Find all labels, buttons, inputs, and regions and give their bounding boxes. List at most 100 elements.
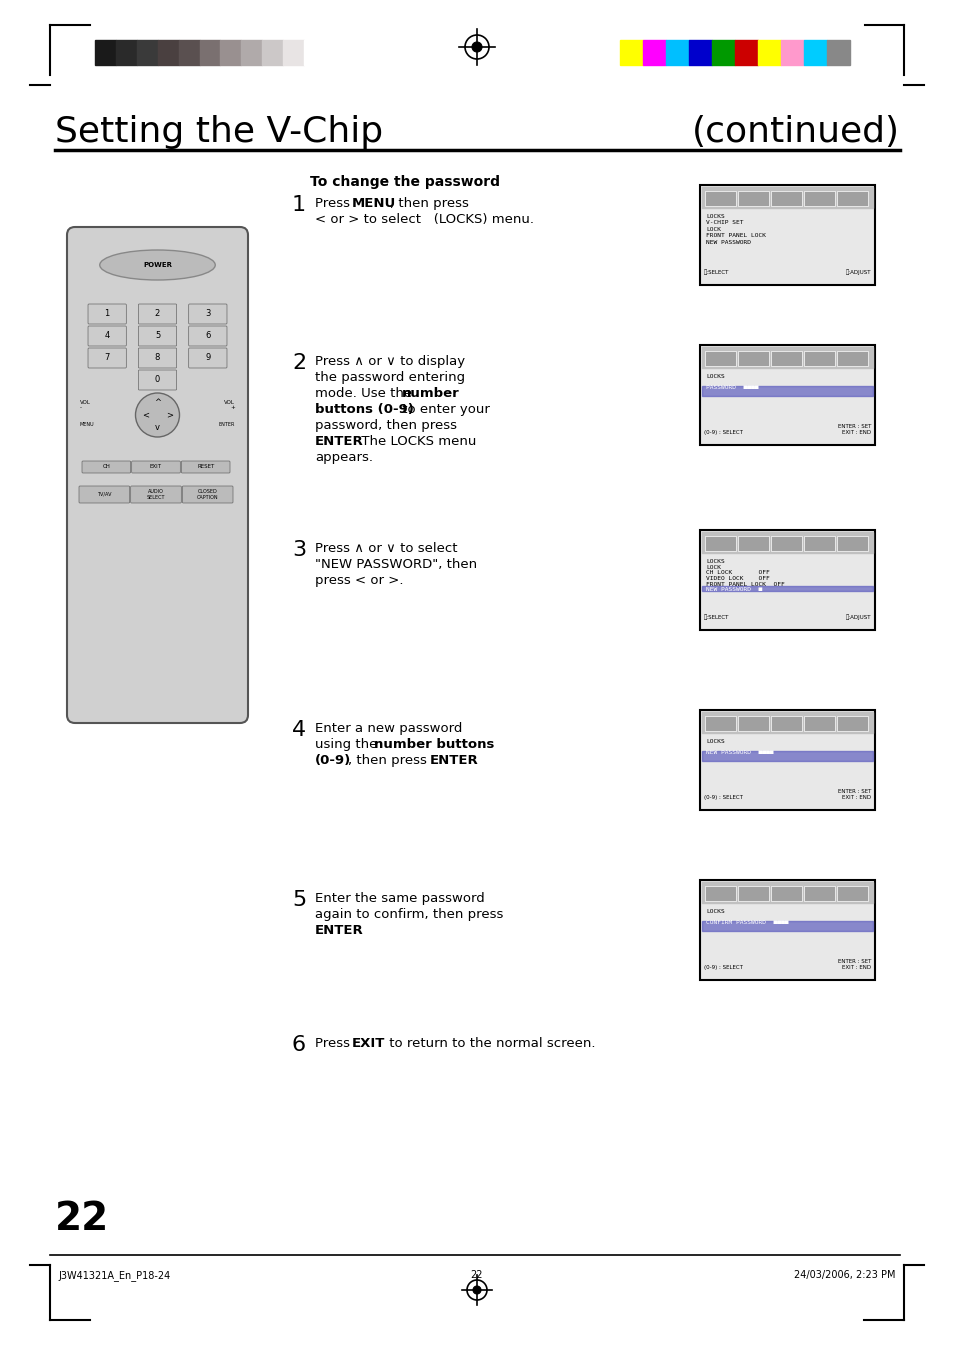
FancyBboxPatch shape [700,530,874,630]
Bar [803,716,834,731]
Text: FRONT PANEL LOCK  OFF: FRONT PANEL LOCK OFF [705,581,784,586]
Bar [734,41,758,65]
Text: < or > to select   (LOCKS) menu.: < or > to select (LOCKS) menu. [314,213,534,226]
Text: 4: 4 [292,720,306,740]
Bar [738,536,768,551]
Text: EXIT: EXIT [150,465,162,470]
Text: Enter the same password: Enter the same password [314,892,484,905]
Bar [738,716,768,731]
Text: ⓘ:SELECT: ⓘ:SELECT [703,269,729,276]
Bar [836,886,867,901]
Text: (0-9): (0-9) [314,754,351,767]
Bar [826,41,849,65]
Bar [770,536,801,551]
Bar [95,41,115,65]
Text: 4: 4 [105,331,110,340]
Bar [803,886,834,901]
Text: LOCK: LOCK [705,565,720,570]
FancyBboxPatch shape [138,326,176,346]
Text: <: < [142,411,149,420]
Bar [701,347,872,367]
Text: 7: 7 [105,354,110,362]
Text: buttons (0-9): buttons (0-9) [314,403,414,416]
Text: Press: Press [314,1038,354,1050]
Text: CONFIRM PASSWORD  ■■■■: CONFIRM PASSWORD ■■■■ [705,920,788,925]
Text: 6: 6 [205,331,211,340]
Text: RESET: RESET [197,465,214,470]
Text: 24/03/2006, 2:23 PM: 24/03/2006, 2:23 PM [794,1270,895,1279]
Text: using the: using the [314,738,381,751]
Text: "NEW PASSWORD", then: "NEW PASSWORD", then [314,558,476,571]
Text: LOCKS: LOCKS [705,213,724,219]
Text: to enter your: to enter your [397,403,489,416]
Bar [704,536,735,551]
Bar [701,751,872,761]
Text: Enter a new password: Enter a new password [314,721,462,735]
Text: 6: 6 [292,1035,306,1055]
Text: to return to the normal screen.: to return to the normal screen. [385,1038,595,1050]
Text: (0-9) : SELECT: (0-9) : SELECT [703,430,742,435]
Text: , then press: , then press [390,197,468,209]
Bar [157,41,178,65]
FancyBboxPatch shape [88,304,126,324]
Bar [241,41,262,65]
Text: ENTER: ENTER [430,754,478,767]
Text: VOL
+: VOL + [224,400,234,411]
Text: NEW PASSWORD: NEW PASSWORD [705,239,750,245]
Text: LOCK: LOCK [705,227,720,232]
Bar [738,190,768,205]
Bar [803,190,834,205]
Bar [836,716,867,731]
FancyBboxPatch shape [182,486,233,503]
Text: .: . [468,754,472,767]
Text: LOCKS: LOCKS [705,374,724,380]
FancyBboxPatch shape [131,486,181,503]
FancyBboxPatch shape [132,461,180,473]
Text: (0-9) : SELECT: (0-9) : SELECT [703,965,742,970]
Text: 3: 3 [292,540,306,561]
Bar [770,886,801,901]
FancyBboxPatch shape [700,345,874,444]
Text: POWER: POWER [143,262,172,267]
Bar [836,190,867,205]
Bar [836,536,867,551]
Text: FRONT PANEL LOCK: FRONT PANEL LOCK [705,234,765,238]
Bar [701,532,872,553]
Text: , then press: , then press [348,754,431,767]
Text: 22: 22 [55,1200,110,1238]
Bar [701,712,872,734]
Text: 5: 5 [154,331,160,340]
Text: EXIT: EXIT [352,1038,385,1050]
Circle shape [473,1286,480,1294]
Bar [738,351,768,366]
FancyBboxPatch shape [138,370,176,390]
Bar [701,882,872,902]
Text: CH: CH [102,465,111,470]
Bar [704,716,735,731]
Bar [619,41,642,65]
Text: CLOSED
CAPTION: CLOSED CAPTION [196,489,218,500]
Text: MENU: MENU [80,423,94,427]
FancyBboxPatch shape [700,880,874,979]
Text: ENTER : SET
EXIT : END: ENTER : SET EXIT : END [837,789,870,800]
Text: 0: 0 [154,376,160,385]
Bar [220,41,241,65]
Text: >: > [166,411,172,420]
FancyBboxPatch shape [189,326,227,346]
Bar [738,886,768,901]
Bar [770,190,801,205]
Bar [701,586,872,592]
Text: MENU: MENU [352,197,395,209]
Text: v: v [154,423,160,431]
Text: ENTER: ENTER [218,423,234,427]
Text: number: number [401,386,459,400]
FancyBboxPatch shape [189,304,227,324]
Bar [688,41,711,65]
Bar [803,351,834,366]
Text: .: . [353,924,356,938]
Text: TV/AV: TV/AV [97,492,112,497]
Circle shape [472,42,481,51]
Bar [262,41,283,65]
FancyBboxPatch shape [67,227,248,723]
Bar [701,385,872,396]
